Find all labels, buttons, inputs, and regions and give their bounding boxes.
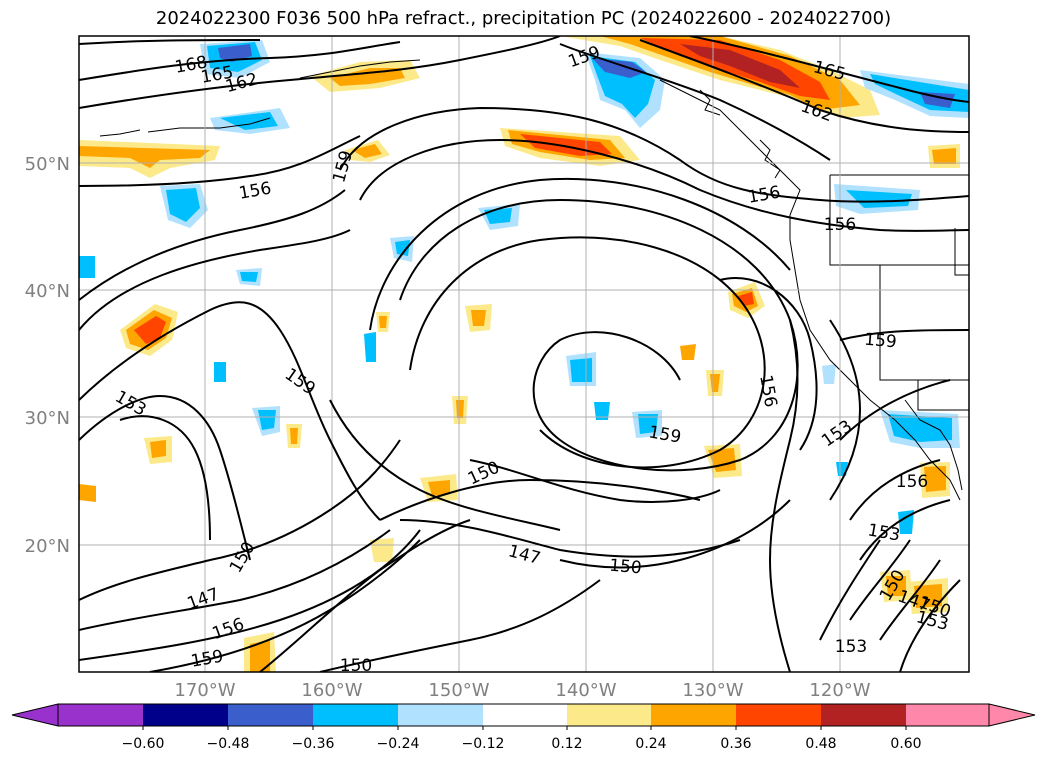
colorbar: −0.60 −0.48 −0.36 −0.24 −0.12 0.12 0.24 …: [11, 703, 1036, 752]
lat-labels: 50°N 40°N 30°N 20°N: [25, 154, 70, 557]
colorbar-tick-label: 0.48: [805, 736, 836, 752]
lat-label: 40°N: [25, 281, 70, 302]
colorbar-tick-label: −0.24: [377, 736, 420, 752]
colorbar-segment: [736, 704, 821, 726]
lon-labels: 170°W 160°W 150°W 140°W 130°W 120°W: [174, 680, 870, 701]
colorbar-segment: [313, 704, 398, 726]
contour-label: 156: [824, 215, 856, 235]
map-area: 168 165 162 159 165 162 159 156 156 156 …: [79, 36, 969, 676]
colorbar-tick-label: 0.60: [890, 736, 921, 752]
colorbar-segment: [567, 704, 651, 726]
contour-label: 150: [608, 556, 642, 579]
colorbar-extend-low: [11, 703, 59, 727]
contour-label: 156: [896, 472, 928, 492]
colorbar-segment: [398, 704, 483, 726]
colorbar-segment: [58, 704, 143, 726]
lon-label: 170°W: [174, 680, 235, 701]
contour-label: 159: [863, 330, 897, 353]
lon-label: 150°W: [428, 680, 489, 701]
colorbar-tick-label: −0.12: [462, 736, 505, 752]
colorbar-segment: [651, 704, 736, 726]
colorbar-tick-label: 0.36: [720, 736, 751, 752]
colorbar-tick-label: 0.12: [551, 736, 582, 752]
map-frame: [78, 35, 970, 673]
colorbar-tick-label: −0.36: [292, 736, 335, 752]
map-title: 2024022300 F036 500 hPa refract., precip…: [155, 8, 892, 29]
colorbar-extend-high: [988, 703, 1036, 727]
colorbar-segment: [821, 704, 906, 726]
lat-label: 50°N: [25, 154, 70, 175]
lon-label: 120°W: [809, 680, 870, 701]
lon-label: 130°W: [682, 680, 743, 701]
colorbar-tick-label: 0.24: [635, 736, 666, 752]
lon-label: 160°W: [301, 680, 362, 701]
contour-label: 153: [835, 637, 867, 657]
contour-label: 150: [340, 656, 372, 676]
lon-label: 140°W: [555, 680, 616, 701]
colorbar-tick-label: −0.48: [207, 736, 250, 752]
colorbar-tick-label: −0.60: [122, 736, 165, 752]
colorbar-segment: [483, 704, 567, 726]
colorbar-segment: [906, 704, 989, 726]
lat-label: 30°N: [25, 408, 70, 429]
lat-label: 20°N: [25, 536, 70, 557]
contour-lines: [79, 36, 969, 672]
colorbar-segment: [228, 704, 313, 726]
colorbar-segment: [143, 704, 228, 726]
